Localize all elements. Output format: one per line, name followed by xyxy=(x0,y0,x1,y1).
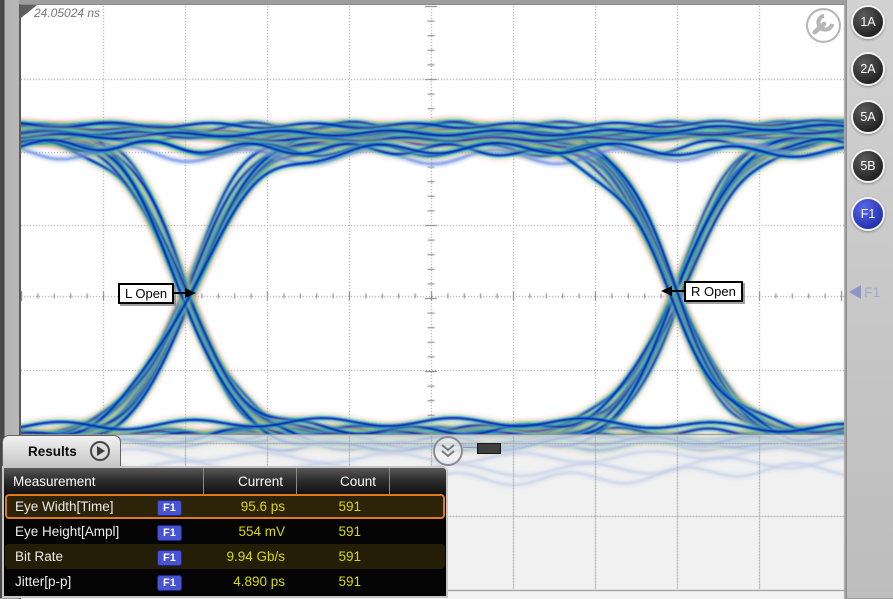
measurement-current-value: 4.890 ps xyxy=(233,574,285,589)
play-icon xyxy=(96,446,105,456)
r-open-arrow-icon xyxy=(661,286,684,296)
channel-button-5a[interactable]: 5A xyxy=(851,100,885,134)
measurement-name: Bit Rate xyxy=(15,549,64,564)
wrench-icon xyxy=(806,8,841,43)
measurement-row[interactable]: Eye Width[Time] F1 95.6 ps 591 xyxy=(5,494,445,519)
results-header-row: Measurement Current Count xyxy=(4,468,446,494)
measurement-count-value: 591 xyxy=(338,549,361,564)
measurement-count-value: 591 xyxy=(338,499,361,514)
results-tab-label: Results xyxy=(28,443,77,459)
measurement-name: Eye Width[Time] xyxy=(15,499,114,514)
source-badge: F1 xyxy=(157,550,182,566)
measurement-count-value: 591 xyxy=(338,524,361,539)
r-open-annotation: R Open xyxy=(684,281,743,302)
play-button[interactable] xyxy=(89,441,110,461)
results-panel: Measurement Current Count Eye Width[Time… xyxy=(2,466,448,598)
timebase-label: 24.05024 ns xyxy=(34,6,101,20)
measurement-current-value: 9.94 Gb/s xyxy=(226,549,285,564)
measurement-row[interactable]: Bit Rate F1 9.94 Gb/s 591 xyxy=(5,544,445,569)
column-header-measurement: Measurement xyxy=(4,468,204,494)
source-badge: F1 xyxy=(157,575,182,591)
source-badge-cell: F1 xyxy=(157,499,205,516)
source-badge-cell: F1 xyxy=(157,549,205,566)
column-header-count: Count xyxy=(297,468,390,494)
settings-wrench-button[interactable] xyxy=(805,7,842,44)
active-trace-label: F1 xyxy=(864,284,881,300)
channel-button-1a[interactable]: 1A xyxy=(851,5,885,39)
double-chevron-down-icon xyxy=(441,444,455,458)
handle-connector xyxy=(463,447,477,448)
channel-button-2a[interactable]: 2A xyxy=(851,52,885,86)
source-badge-cell: F1 xyxy=(157,524,205,541)
active-trace-marker: F1 xyxy=(849,284,880,300)
measurement-name: Eye Height[Ampl] xyxy=(15,524,120,539)
source-badge: F1 xyxy=(157,525,182,541)
measurement-row[interactable]: Jitter[p-p] F1 4.890 ps 591 xyxy=(5,569,445,594)
measurement-current-value: 95.6 ps xyxy=(240,499,285,514)
source-badge-cell: F1 xyxy=(157,574,205,591)
measurement-current-value: 554 mV xyxy=(238,524,285,539)
channel-button-5b[interactable]: 5B xyxy=(851,149,885,183)
measurement-row[interactable]: Eye Height[Ampl] F1 554 mV 591 xyxy=(5,519,445,544)
channel-sidebar: 1A 2A 5A 5B F1 F1 xyxy=(846,0,893,598)
left-arrow-icon xyxy=(849,285,861,299)
results-tab[interactable]: Results xyxy=(2,435,121,466)
measurement-count-value: 591 xyxy=(338,574,361,589)
collapse-chevron-button[interactable] xyxy=(433,436,463,466)
corner-fold-marker xyxy=(21,5,37,18)
measurement-name: Jitter[p-p] xyxy=(15,574,72,589)
l-open-arrow-icon xyxy=(173,288,196,298)
source-badge: F1 xyxy=(157,500,182,516)
drag-handle[interactable] xyxy=(477,443,501,454)
column-header-current: Current xyxy=(204,468,297,494)
channel-button-f1[interactable]: F1 xyxy=(851,197,885,231)
column-header-spacer xyxy=(390,468,446,494)
l-open-annotation: L Open xyxy=(118,283,175,304)
